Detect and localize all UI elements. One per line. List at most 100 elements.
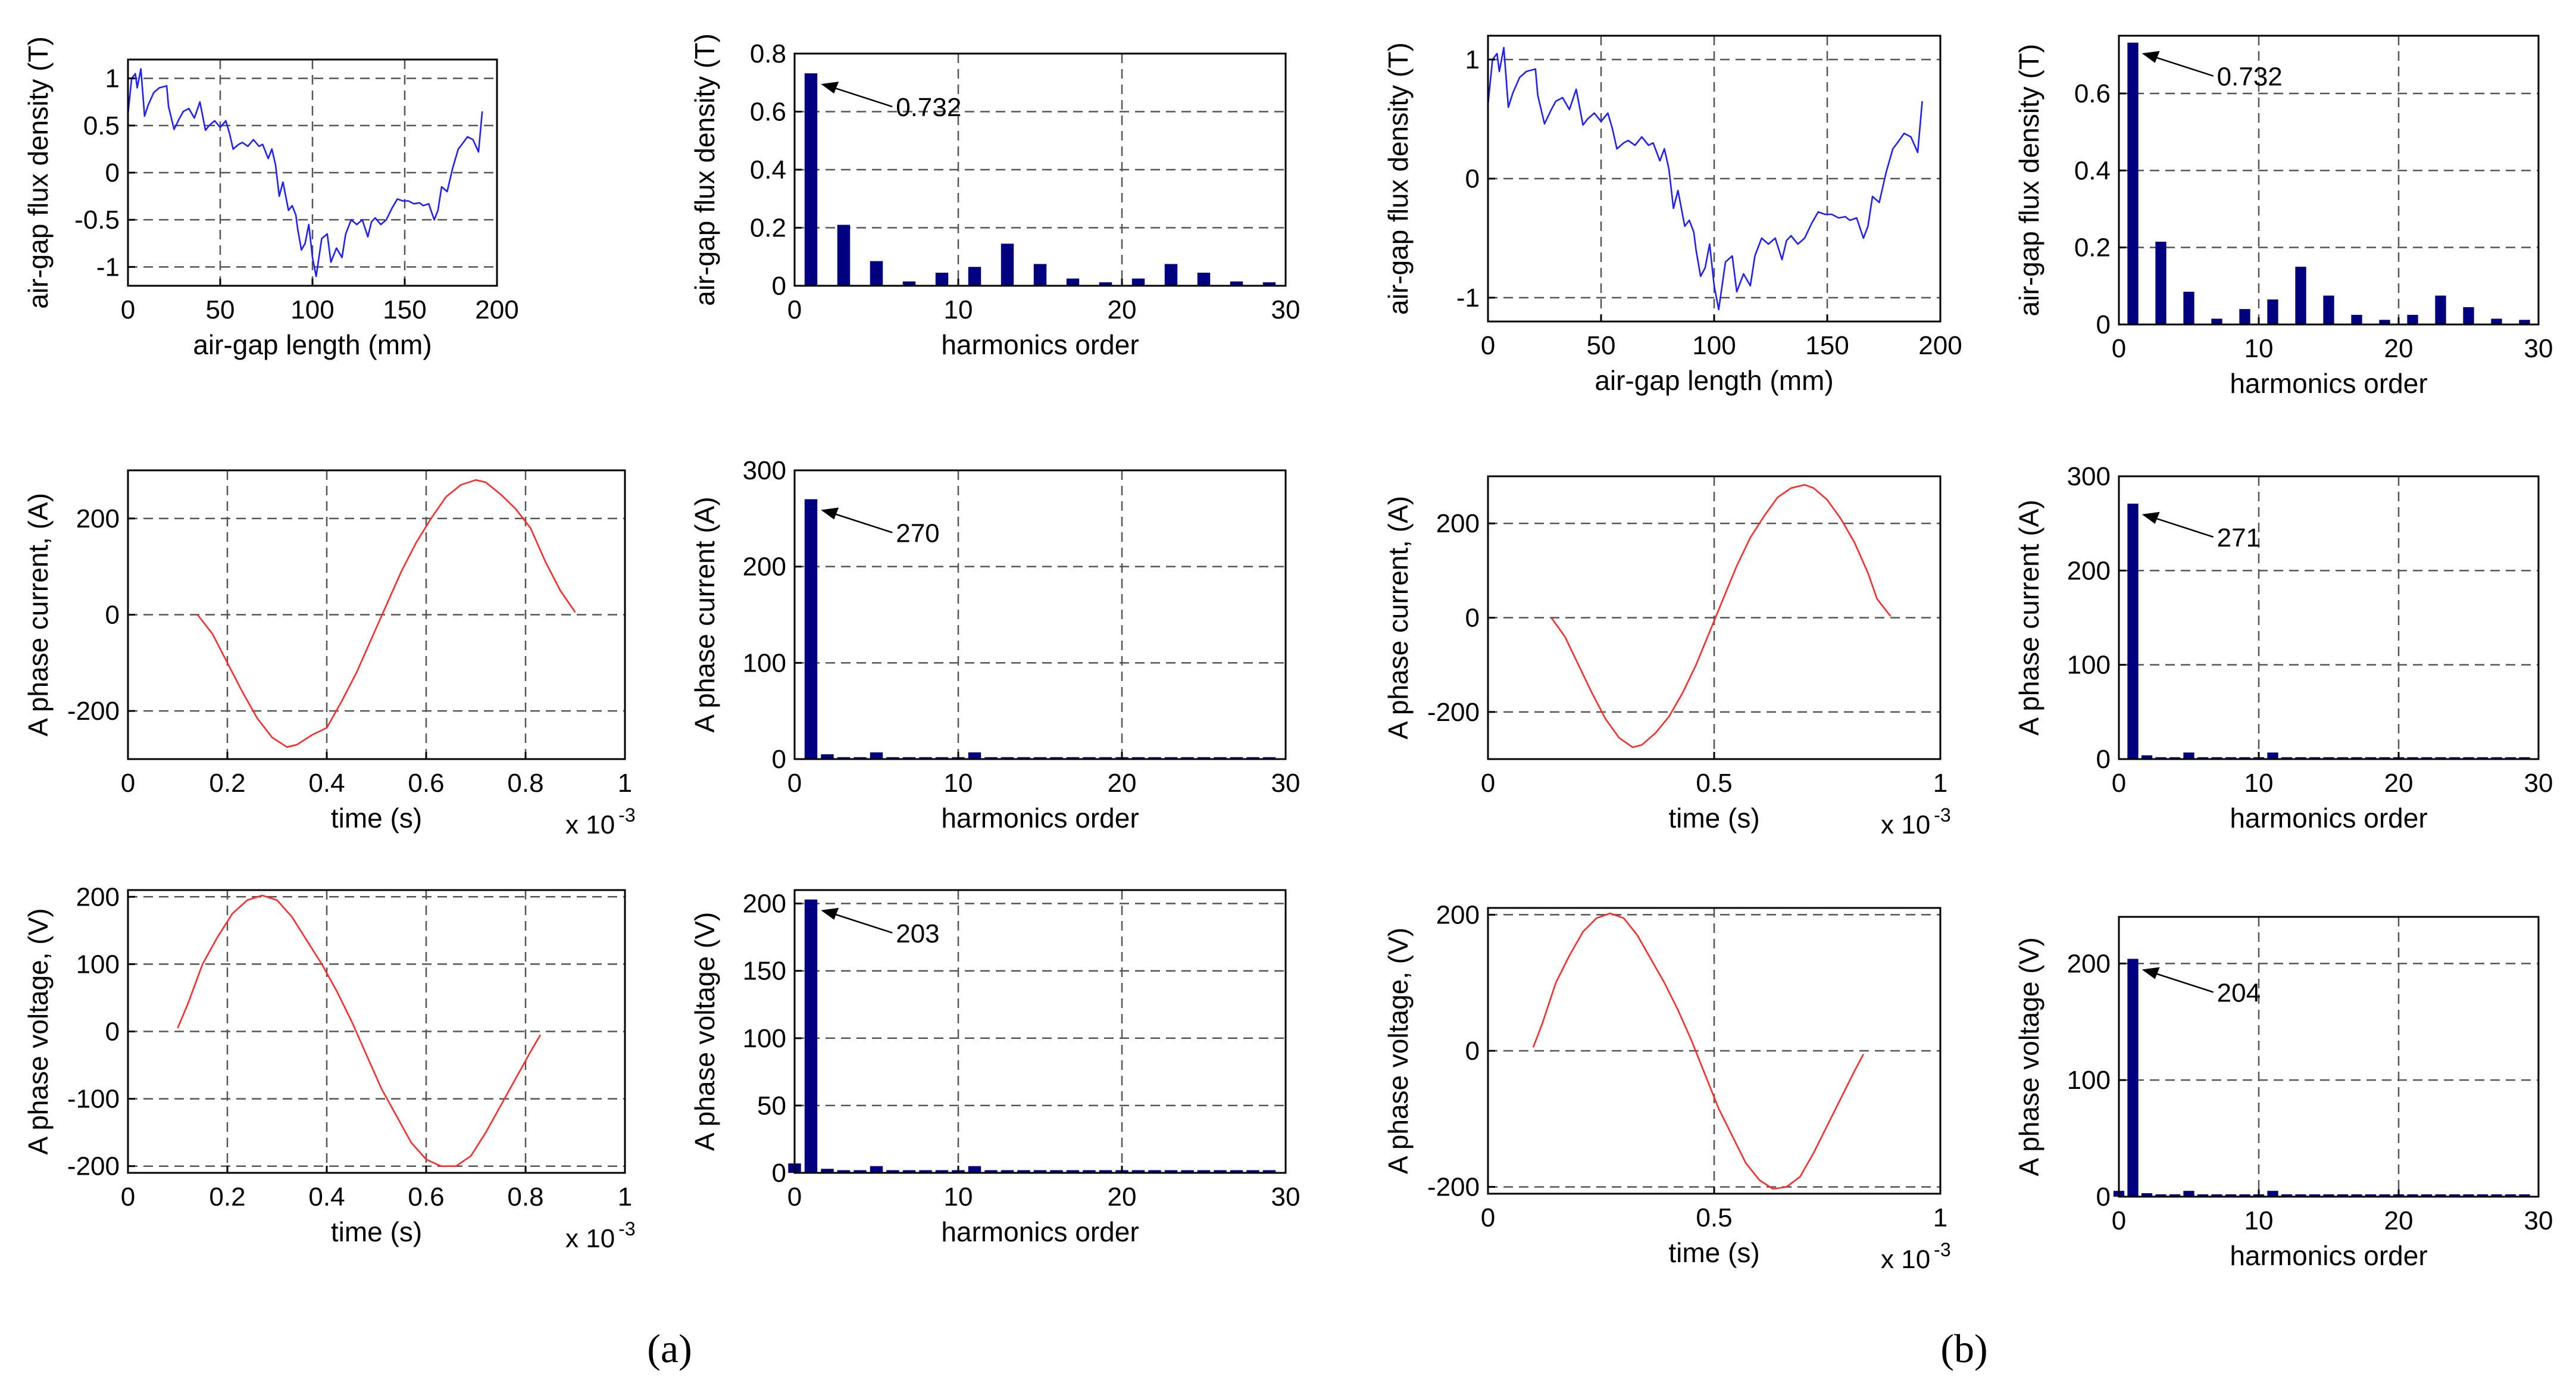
data-bar: [1230, 1170, 1243, 1173]
data-bar: [2519, 757, 2530, 759]
x-scale-note: x 10 -3: [565, 1218, 636, 1253]
data-bar: [2155, 241, 2167, 324]
x-scale-exponent: -3: [618, 804, 635, 826]
y-tick-label: -200: [1427, 1173, 1480, 1202]
y-tick-label: -1: [1456, 283, 1480, 313]
data-bar: [2141, 755, 2153, 759]
x-tick-label: 0: [787, 295, 802, 324]
x-tick-label: 0: [2112, 334, 2126, 363]
data-bar: [1017, 757, 1030, 759]
data-bar: [2239, 309, 2250, 324]
data-bar: [1050, 1170, 1063, 1173]
data-bar: [1099, 1170, 1112, 1173]
data-bar: [2141, 1193, 2153, 1197]
x-scale-base: x 10: [1881, 810, 1930, 839]
axes-frame: [2118, 35, 2540, 326]
y-tick-label: 0: [1465, 1037, 1480, 1066]
y-tick-label: 200: [1436, 509, 1480, 538]
y-tick-label: 0: [2096, 745, 2111, 774]
axes-frame: [793, 469, 1287, 760]
data-bar: [2463, 757, 2474, 759]
data-bar: [870, 752, 883, 759]
data-bar: [1246, 757, 1259, 759]
data-bar: [2183, 292, 2194, 324]
data-bar: [2267, 299, 2278, 324]
x-scale-note: x 10 -3: [565, 804, 636, 839]
y-tick-label: 100: [2067, 1066, 2111, 1095]
y-tick-label: 200: [76, 504, 120, 533]
data-bar: [2197, 757, 2209, 759]
x-tick-label: 10: [944, 295, 973, 324]
data-bar: [1214, 1170, 1227, 1173]
x-axis-label: time (s): [331, 1216, 422, 1247]
data-series-line: [1532, 912, 1864, 1190]
data-bar: [1131, 278, 1145, 286]
data-bar: [2337, 1194, 2349, 1197]
data-bar: [1001, 1170, 1014, 1173]
data-bar: [2463, 307, 2474, 324]
x-tick-label: 30: [2524, 769, 2553, 798]
data-bar: [935, 757, 949, 759]
x-tick-label: 10: [2244, 334, 2274, 363]
x-axis-label: harmonics order: [2230, 368, 2427, 399]
data-bar: [2351, 757, 2362, 759]
data-bar: [2323, 757, 2334, 759]
data-bar: [2211, 757, 2222, 759]
data-bar: [968, 1166, 981, 1173]
x-tick-label: 0.2: [209, 769, 245, 798]
y-axis-label: air-gap flux density (T): [1383, 42, 1414, 315]
data-bar: [1230, 281, 1243, 286]
x-tick-label: 0.4: [308, 1182, 345, 1212]
y-tick-label: 200: [2067, 949, 2111, 978]
y-axis-label: A phase voltage (V): [2014, 937, 2044, 1176]
x-tick-label: 0: [1481, 1203, 1495, 1232]
y-tick-label: 100: [76, 950, 120, 979]
data-bar: [1033, 1170, 1047, 1173]
y-tick-label: 200: [76, 882, 120, 911]
x-tick-label: 200: [475, 295, 518, 324]
data-bar: [1262, 1170, 1276, 1173]
data-bar: [2379, 320, 2390, 324]
data-bar: [837, 757, 851, 759]
data-bar: [1066, 278, 1080, 286]
data-bar: [1001, 244, 1014, 286]
x-tick-label: 0: [1481, 769, 1495, 798]
x-tick-label: 30: [2524, 334, 2553, 363]
data-bar: [2449, 757, 2461, 759]
data-bar: [1131, 1170, 1145, 1173]
data-bar: [1083, 757, 1096, 759]
data-bar: [2267, 1191, 2278, 1197]
data-bar: [2309, 1194, 2321, 1197]
y-tick-label: 0.6: [750, 98, 786, 127]
data-bar: [2435, 295, 2446, 324]
x-tick-label: 1: [1933, 769, 1947, 798]
x-axis-label: air-gap length (mm): [193, 329, 432, 360]
data-bar: [2435, 757, 2446, 759]
x-tick-label: 0: [1481, 331, 1495, 360]
x-tick-label: 30: [1271, 769, 1300, 798]
y-tick-label: -100: [67, 1085, 120, 1114]
x-scale-base: x 10: [565, 810, 615, 839]
annotation-label: 204: [2217, 979, 2261, 1008]
data-bar: [1099, 757, 1112, 759]
y-tick-label: 0.5: [83, 111, 120, 141]
x-axis-label: time (s): [1668, 803, 1759, 834]
annotation-label: 271: [2217, 523, 2261, 552]
x-tick-label: 150: [1805, 331, 1849, 360]
y-axis-label: air-gap flux density (T): [23, 36, 54, 309]
x-tick-label: 50: [1587, 331, 1616, 360]
annotation-arrow: [831, 86, 893, 108]
chart-a-flux: 0 50 100 150 200 -1 -0.5 0 0.5 1 air-gap length (m…: [23, 36, 519, 360]
data-bar: [902, 757, 916, 759]
data-bar: [2169, 1194, 2181, 1197]
x-tick-label: 20: [2384, 334, 2414, 363]
chart-b-flux-harm: 0.732 0 10 20 30 0 0.2 0.4 0.6 harmonics order air…: [2014, 35, 2553, 399]
x-axis-label: time (s): [331, 803, 422, 834]
data-bar: [2505, 1194, 2516, 1197]
data-bar: [1033, 757, 1047, 759]
x-tick-label: 1: [1933, 1203, 1947, 1232]
data-bar: [1164, 1170, 1178, 1173]
data-bar: [902, 281, 916, 286]
